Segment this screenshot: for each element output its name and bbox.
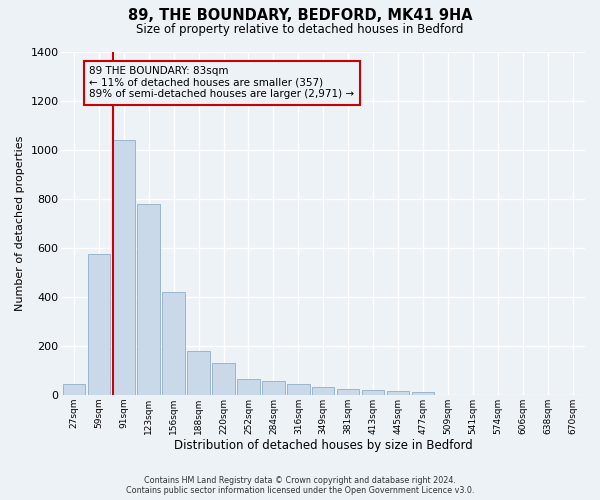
Bar xyxy=(63,384,85,395)
Text: Size of property relative to detached houses in Bedford: Size of property relative to detached ho… xyxy=(136,22,464,36)
Text: 89, THE BOUNDARY, BEDFORD, MK41 9HA: 89, THE BOUNDARY, BEDFORD, MK41 9HA xyxy=(128,8,472,22)
Bar xyxy=(187,350,210,395)
Text: Contains HM Land Registry data © Crown copyright and database right 2024.
Contai: Contains HM Land Registry data © Crown c… xyxy=(126,476,474,495)
Bar xyxy=(387,391,409,395)
Bar xyxy=(163,292,185,395)
Bar xyxy=(237,379,260,395)
X-axis label: Distribution of detached houses by size in Bedford: Distribution of detached houses by size … xyxy=(174,440,473,452)
Bar xyxy=(262,382,284,395)
Bar xyxy=(88,254,110,395)
Text: 89 THE BOUNDARY: 83sqm
← 11% of detached houses are smaller (357)
89% of semi-de: 89 THE BOUNDARY: 83sqm ← 11% of detached… xyxy=(89,66,355,100)
Bar xyxy=(212,363,235,395)
Bar xyxy=(137,204,160,395)
Bar xyxy=(337,388,359,395)
Bar xyxy=(287,384,310,395)
Bar xyxy=(412,392,434,395)
Bar xyxy=(113,140,135,395)
Bar xyxy=(362,390,385,395)
Y-axis label: Number of detached properties: Number of detached properties xyxy=(15,136,25,311)
Bar xyxy=(312,388,334,395)
